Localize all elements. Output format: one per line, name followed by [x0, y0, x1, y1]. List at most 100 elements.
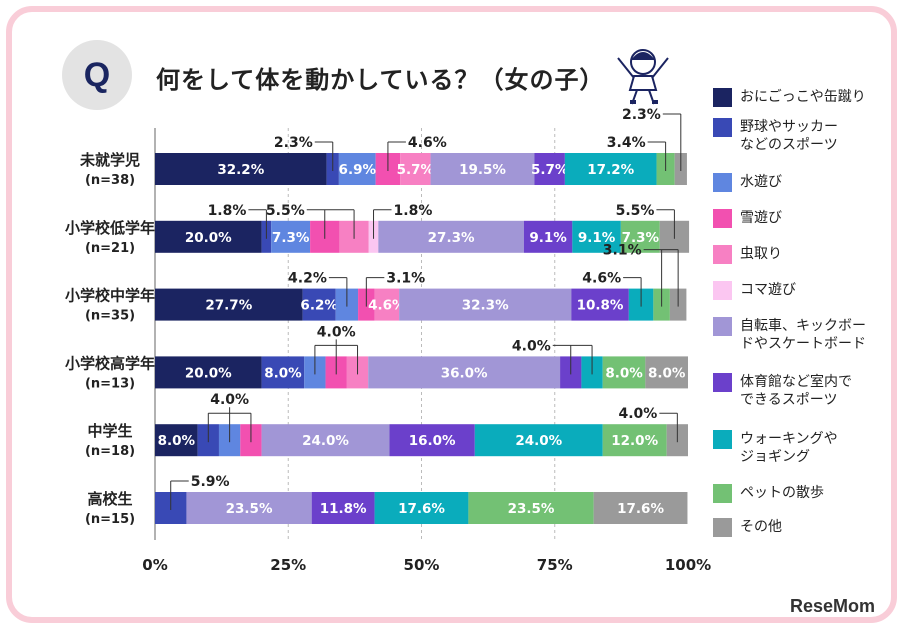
bar-data-label: 17.6% [617, 501, 664, 517]
callout-label: 5.5% [616, 203, 655, 219]
legend-label: ウォーキングや ジョギング [740, 431, 838, 465]
x-tick-label: 100% [665, 556, 711, 574]
bar-segment [430, 153, 535, 185]
bar-data-label: 8.0% [648, 365, 686, 381]
bar-segment [378, 220, 524, 253]
bar-data-label: 9.1% [529, 230, 567, 246]
x-tick-label: 0% [142, 556, 167, 574]
bar-segment [602, 356, 646, 389]
bar-segment [155, 288, 303, 321]
callout-label: 4.0% [512, 338, 551, 354]
bar-data-label: 24.0% [302, 433, 349, 449]
bar-data-label: 36.0% [441, 365, 488, 381]
legend-label: 水遊び [740, 174, 782, 190]
legend-item: コマ遊び [713, 281, 796, 300]
callout-label: 1.8% [208, 203, 247, 219]
bar-data-label: 4.6% [368, 298, 406, 314]
bar-data-label: 23.5% [508, 501, 555, 517]
legend-item: 水遊び [713, 173, 782, 192]
legend-label: ペットの散歩 [740, 485, 824, 501]
legend-label: 野球やサッカー などのスポーツ [740, 119, 838, 153]
bar-data-label: 32.3% [462, 298, 509, 314]
legend-swatch [713, 173, 732, 192]
category-n-label: (n=38) [85, 173, 135, 188]
legend-item: 体育館など室内で できるスポーツ [713, 373, 852, 409]
bar-segment [400, 153, 431, 185]
bar-data-label: 12.0% [611, 433, 658, 449]
chart-title: 何をして体を動かしている？（女の子） [156, 66, 605, 94]
bar-segment [261, 424, 390, 457]
bar-data-label: 5.7% [397, 162, 435, 178]
bar-data-label: 8.0% [605, 365, 643, 381]
category-n-label: (n=18) [85, 444, 135, 459]
legend-swatch [713, 518, 732, 537]
legend-label: 虫取り [740, 246, 782, 262]
callout-label: 3.1% [603, 243, 642, 259]
bar-data-label: 20.0% [185, 230, 232, 246]
bar-segment [399, 288, 572, 321]
legend-item: 野球やサッカー などのスポーツ [713, 118, 838, 154]
callout-label: 5.5% [266, 203, 305, 219]
x-tick-label: 75% [537, 556, 573, 574]
category-n-label: (n=35) [85, 309, 135, 324]
callout-label: 4.6% [408, 135, 447, 151]
category-label: 小学校中学年 [65, 287, 155, 305]
category-label: 中学生 [87, 422, 132, 440]
bar-segment [474, 424, 603, 457]
bar-segment [564, 153, 657, 185]
callout-label: 4.0% [619, 406, 658, 422]
q-badge: Q [62, 40, 132, 110]
legend-swatch [713, 373, 732, 392]
bar-segment [368, 356, 561, 389]
category-n-label: (n=13) [85, 376, 135, 391]
bar-segment [593, 492, 688, 524]
legend-label: 雪遊び [740, 210, 782, 226]
callout-label: 5.9% [191, 474, 230, 490]
legend-label: コマ遊び [740, 282, 796, 298]
bar-segment [620, 220, 660, 253]
legend-swatch [713, 118, 732, 137]
callout-label: 2.3% [274, 135, 313, 151]
bar-segment [186, 492, 312, 524]
bar-segment [311, 492, 375, 524]
bar-segment [338, 153, 376, 185]
bar-segment [523, 220, 573, 253]
bar-segment [261, 356, 305, 389]
legend-item: ウォーキングや ジョギング [713, 430, 838, 466]
bar-data-label: 7.3% [272, 230, 310, 246]
callout-label: 2.3% [622, 107, 661, 123]
legend-label: 体育館など室内で できるスポーツ [740, 374, 852, 408]
bar-segment [571, 288, 629, 321]
x-tick-label: 50% [404, 556, 440, 574]
bar-segment [302, 288, 336, 321]
legend-item: おにごっこや缶蹴り [713, 88, 866, 107]
legend-item: ペットの散歩 [713, 484, 824, 503]
bar-segment [155, 356, 262, 389]
bar-segment [534, 153, 565, 185]
callout-label: 4.2% [288, 271, 327, 287]
bar-data-label: 6.2% [300, 298, 338, 314]
legend-item: 虫取り [713, 245, 782, 264]
bar-data-label: 23.5% [226, 501, 273, 517]
legend-label: 自転車、キックボー ドやスケートボード [740, 318, 866, 352]
bar-segment [155, 424, 198, 457]
bar-data-label: 27.3% [428, 230, 475, 246]
callout-label: 4.0% [210, 392, 249, 408]
girl-jumping-illustration [617, 49, 669, 105]
legend-swatch [713, 484, 732, 503]
bar-segment [602, 424, 667, 457]
bar-data-label: 27.7% [205, 298, 252, 314]
bar-data-label: 11.8% [320, 501, 367, 517]
legend-label: その他 [740, 519, 782, 535]
bar-segment [374, 492, 469, 524]
category-n-label: (n=21) [85, 241, 135, 256]
resemom-logo: ReseMom [790, 596, 876, 616]
callout-label: 1.8% [394, 203, 433, 219]
legend-label: おにごっこや缶蹴り [740, 89, 866, 105]
category-label: 小学校高学年 [65, 354, 155, 372]
bar-segment [155, 220, 262, 253]
callout-label: 3.1% [386, 271, 425, 287]
category-label: 未就学児 [79, 151, 140, 169]
legend-swatch [713, 281, 732, 300]
